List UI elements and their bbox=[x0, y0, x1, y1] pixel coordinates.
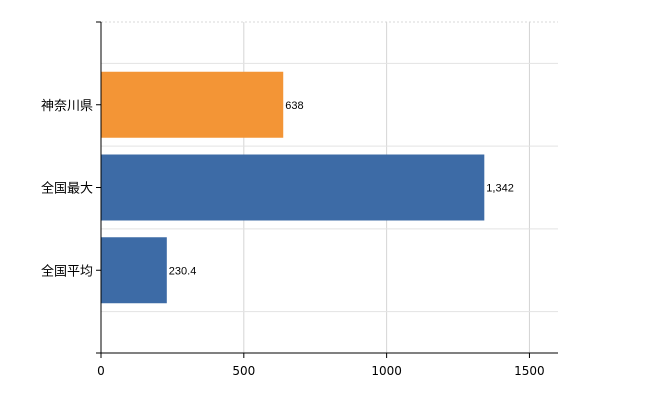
category-label: 全国最大 bbox=[41, 181, 93, 197]
x-tick-label: 0 bbox=[97, 364, 105, 378]
data-label: 1,342 bbox=[486, 183, 514, 195]
category-label: 全国平均 bbox=[41, 263, 93, 279]
x-tick-label: 1500 bbox=[514, 364, 545, 378]
x-tick-label: 1000 bbox=[371, 364, 402, 378]
category-label: 神奈川県 bbox=[41, 99, 93, 114]
data-label: 230.4 bbox=[169, 265, 197, 277]
bars bbox=[101, 71, 485, 304]
x-tick-label: 500 bbox=[232, 364, 255, 378]
bar bbox=[101, 154, 485, 221]
bar bbox=[101, 71, 284, 138]
data-label: 638 bbox=[285, 100, 303, 112]
bar bbox=[101, 237, 167, 304]
axes bbox=[96, 21, 558, 358]
labels: 0 500 1000 1500 神奈川県 638 全国最大 1,342 全国平均 230.4 bbox=[41, 99, 545, 378]
